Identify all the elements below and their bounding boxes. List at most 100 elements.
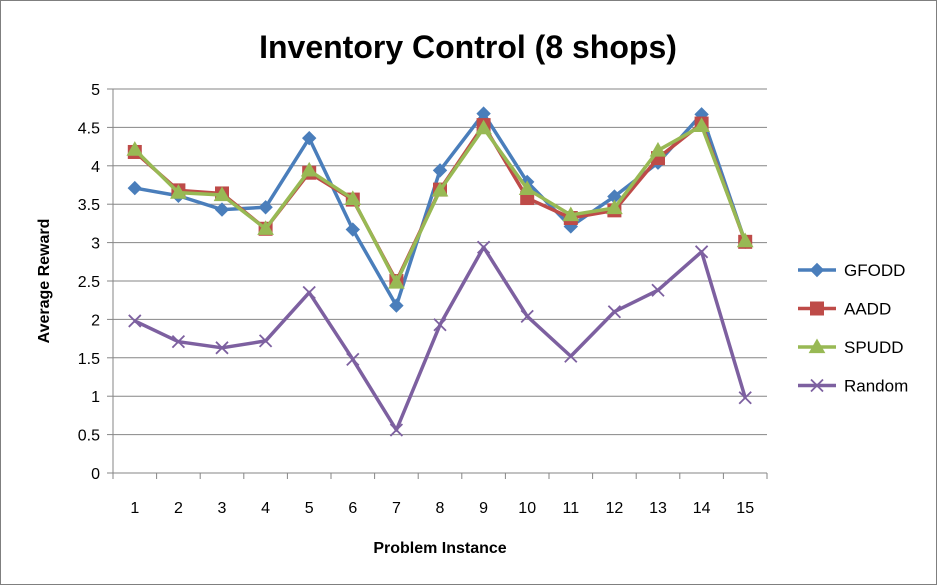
data-point-triangle — [300, 161, 318, 177]
data-point-x — [476, 240, 491, 254]
y-tick-label: 4.5 — [78, 120, 100, 137]
data-point-triangle — [388, 274, 405, 289]
data-point-x — [607, 305, 622, 319]
x-stroke — [520, 309, 534, 323]
data-point-x — [433, 318, 447, 332]
y-tick-labels: 0 0.5 1 1.5 2 2.5 3 3.5 4 4.5 5 — [78, 82, 100, 483]
x-tick-label: 2 — [174, 500, 183, 517]
data-point-triangle — [693, 117, 710, 132]
data-point-diamond — [345, 222, 361, 237]
y-tick-label: 3 — [91, 236, 100, 253]
legend-item-spudd: SPUDD — [798, 338, 904, 357]
y-tick-label: 0.5 — [78, 428, 100, 445]
x-tick-label: 3 — [218, 500, 227, 517]
data-point-triangle — [213, 186, 231, 202]
y-tick-label: 0 — [91, 466, 100, 483]
data-point-x — [738, 391, 752, 405]
grid-lines — [113, 88, 767, 436]
x-tick-label: 12 — [606, 500, 624, 517]
data-point-triangle — [808, 338, 826, 354]
y-tick-label: 3.5 — [78, 197, 100, 214]
x-stroke — [476, 240, 491, 254]
x-tick-label: 6 — [348, 500, 357, 517]
x-stroke — [302, 285, 316, 300]
x-tick-labels: 1 2 3 4 5 6 7 8 9 10 11 12 13 14 15 — [130, 500, 754, 517]
x-tick-label: 7 — [392, 500, 401, 517]
legend-label: AADD — [844, 300, 891, 319]
x-tick-label: 1 — [130, 500, 139, 517]
x-stroke — [433, 318, 447, 332]
data-point-x — [694, 245, 709, 259]
x-stroke — [171, 335, 186, 349]
data-point-square — [810, 301, 824, 316]
x-tick-label: 8 — [436, 500, 445, 517]
legend-item-gfodd: GFODD — [798, 261, 905, 280]
data-point-triangle — [170, 184, 187, 199]
x-tick-label: 13 — [649, 500, 667, 517]
data-point-x — [302, 285, 316, 300]
data-point-diamond — [258, 200, 273, 215]
data-point-x — [564, 349, 578, 363]
y-tick-label: 5 — [91, 82, 100, 99]
y-tick-label: 1 — [91, 389, 100, 406]
x-tick-label: 4 — [261, 500, 270, 517]
data-point-x — [258, 334, 273, 348]
data-point-x — [215, 341, 229, 355]
data-point-x — [346, 352, 360, 366]
legend-item-aadd: AADD — [798, 300, 891, 319]
x-stroke — [564, 349, 578, 363]
y-tick-label: 1.5 — [78, 351, 100, 368]
data-point-triangle — [649, 141, 667, 157]
axes — [107, 88, 768, 479]
data-point-x — [520, 309, 534, 323]
data-point-diamond — [809, 262, 825, 278]
data-point-triangle — [344, 190, 362, 205]
x-stroke — [810, 378, 824, 393]
legend-label: SPUDD — [844, 338, 904, 357]
data-point-x — [651, 283, 665, 297]
data-point-triangle — [562, 206, 580, 222]
data-point-triangle — [606, 199, 623, 215]
data-point-diamond — [432, 163, 448, 178]
x-tick-label: 15 — [736, 500, 754, 517]
y-tick-label: 2 — [91, 312, 100, 329]
x-stroke — [128, 314, 142, 328]
x-tick-label: 5 — [305, 500, 314, 517]
data-point-x — [389, 423, 404, 437]
x-stroke — [694, 245, 709, 259]
data-point-triangle — [736, 232, 754, 248]
legend-label: Random — [844, 377, 908, 396]
y-tick-label: 4 — [91, 159, 100, 176]
x-stroke — [389, 423, 404, 437]
x-stroke — [607, 305, 622, 319]
data-point-diamond — [214, 202, 230, 217]
data-point-diamond — [127, 180, 143, 196]
series-random — [128, 240, 752, 437]
data-point-triangle — [475, 119, 492, 135]
x-tick-label: 9 — [479, 500, 488, 517]
legend: GFODD AADD SPUDD Random — [798, 261, 908, 396]
data-point-diamond — [301, 130, 317, 146]
data-point-triangle — [126, 141, 144, 156]
x-stroke — [346, 352, 360, 366]
chart-title: Inventory Control (8 shops) — [259, 29, 677, 65]
data-point-x — [810, 378, 824, 393]
series-line — [133, 121, 747, 283]
x-tick-label: 14 — [693, 500, 711, 517]
data-point-diamond — [389, 298, 404, 313]
data-point-triangle — [518, 180, 536, 195]
x-stroke — [258, 334, 273, 348]
legend-item-random: Random — [798, 377, 908, 396]
x-stroke — [738, 391, 752, 405]
x-tick-label: 11 — [562, 500, 579, 517]
data-point-triangle — [431, 181, 449, 197]
legend-label: GFODD — [844, 261, 905, 280]
data-point-x — [171, 335, 186, 349]
y-tick-label: 2.5 — [78, 274, 100, 291]
data-point-x — [128, 314, 142, 328]
data-point-triangle — [257, 220, 274, 235]
series-spudd — [126, 117, 754, 289]
series-line — [134, 245, 747, 432]
